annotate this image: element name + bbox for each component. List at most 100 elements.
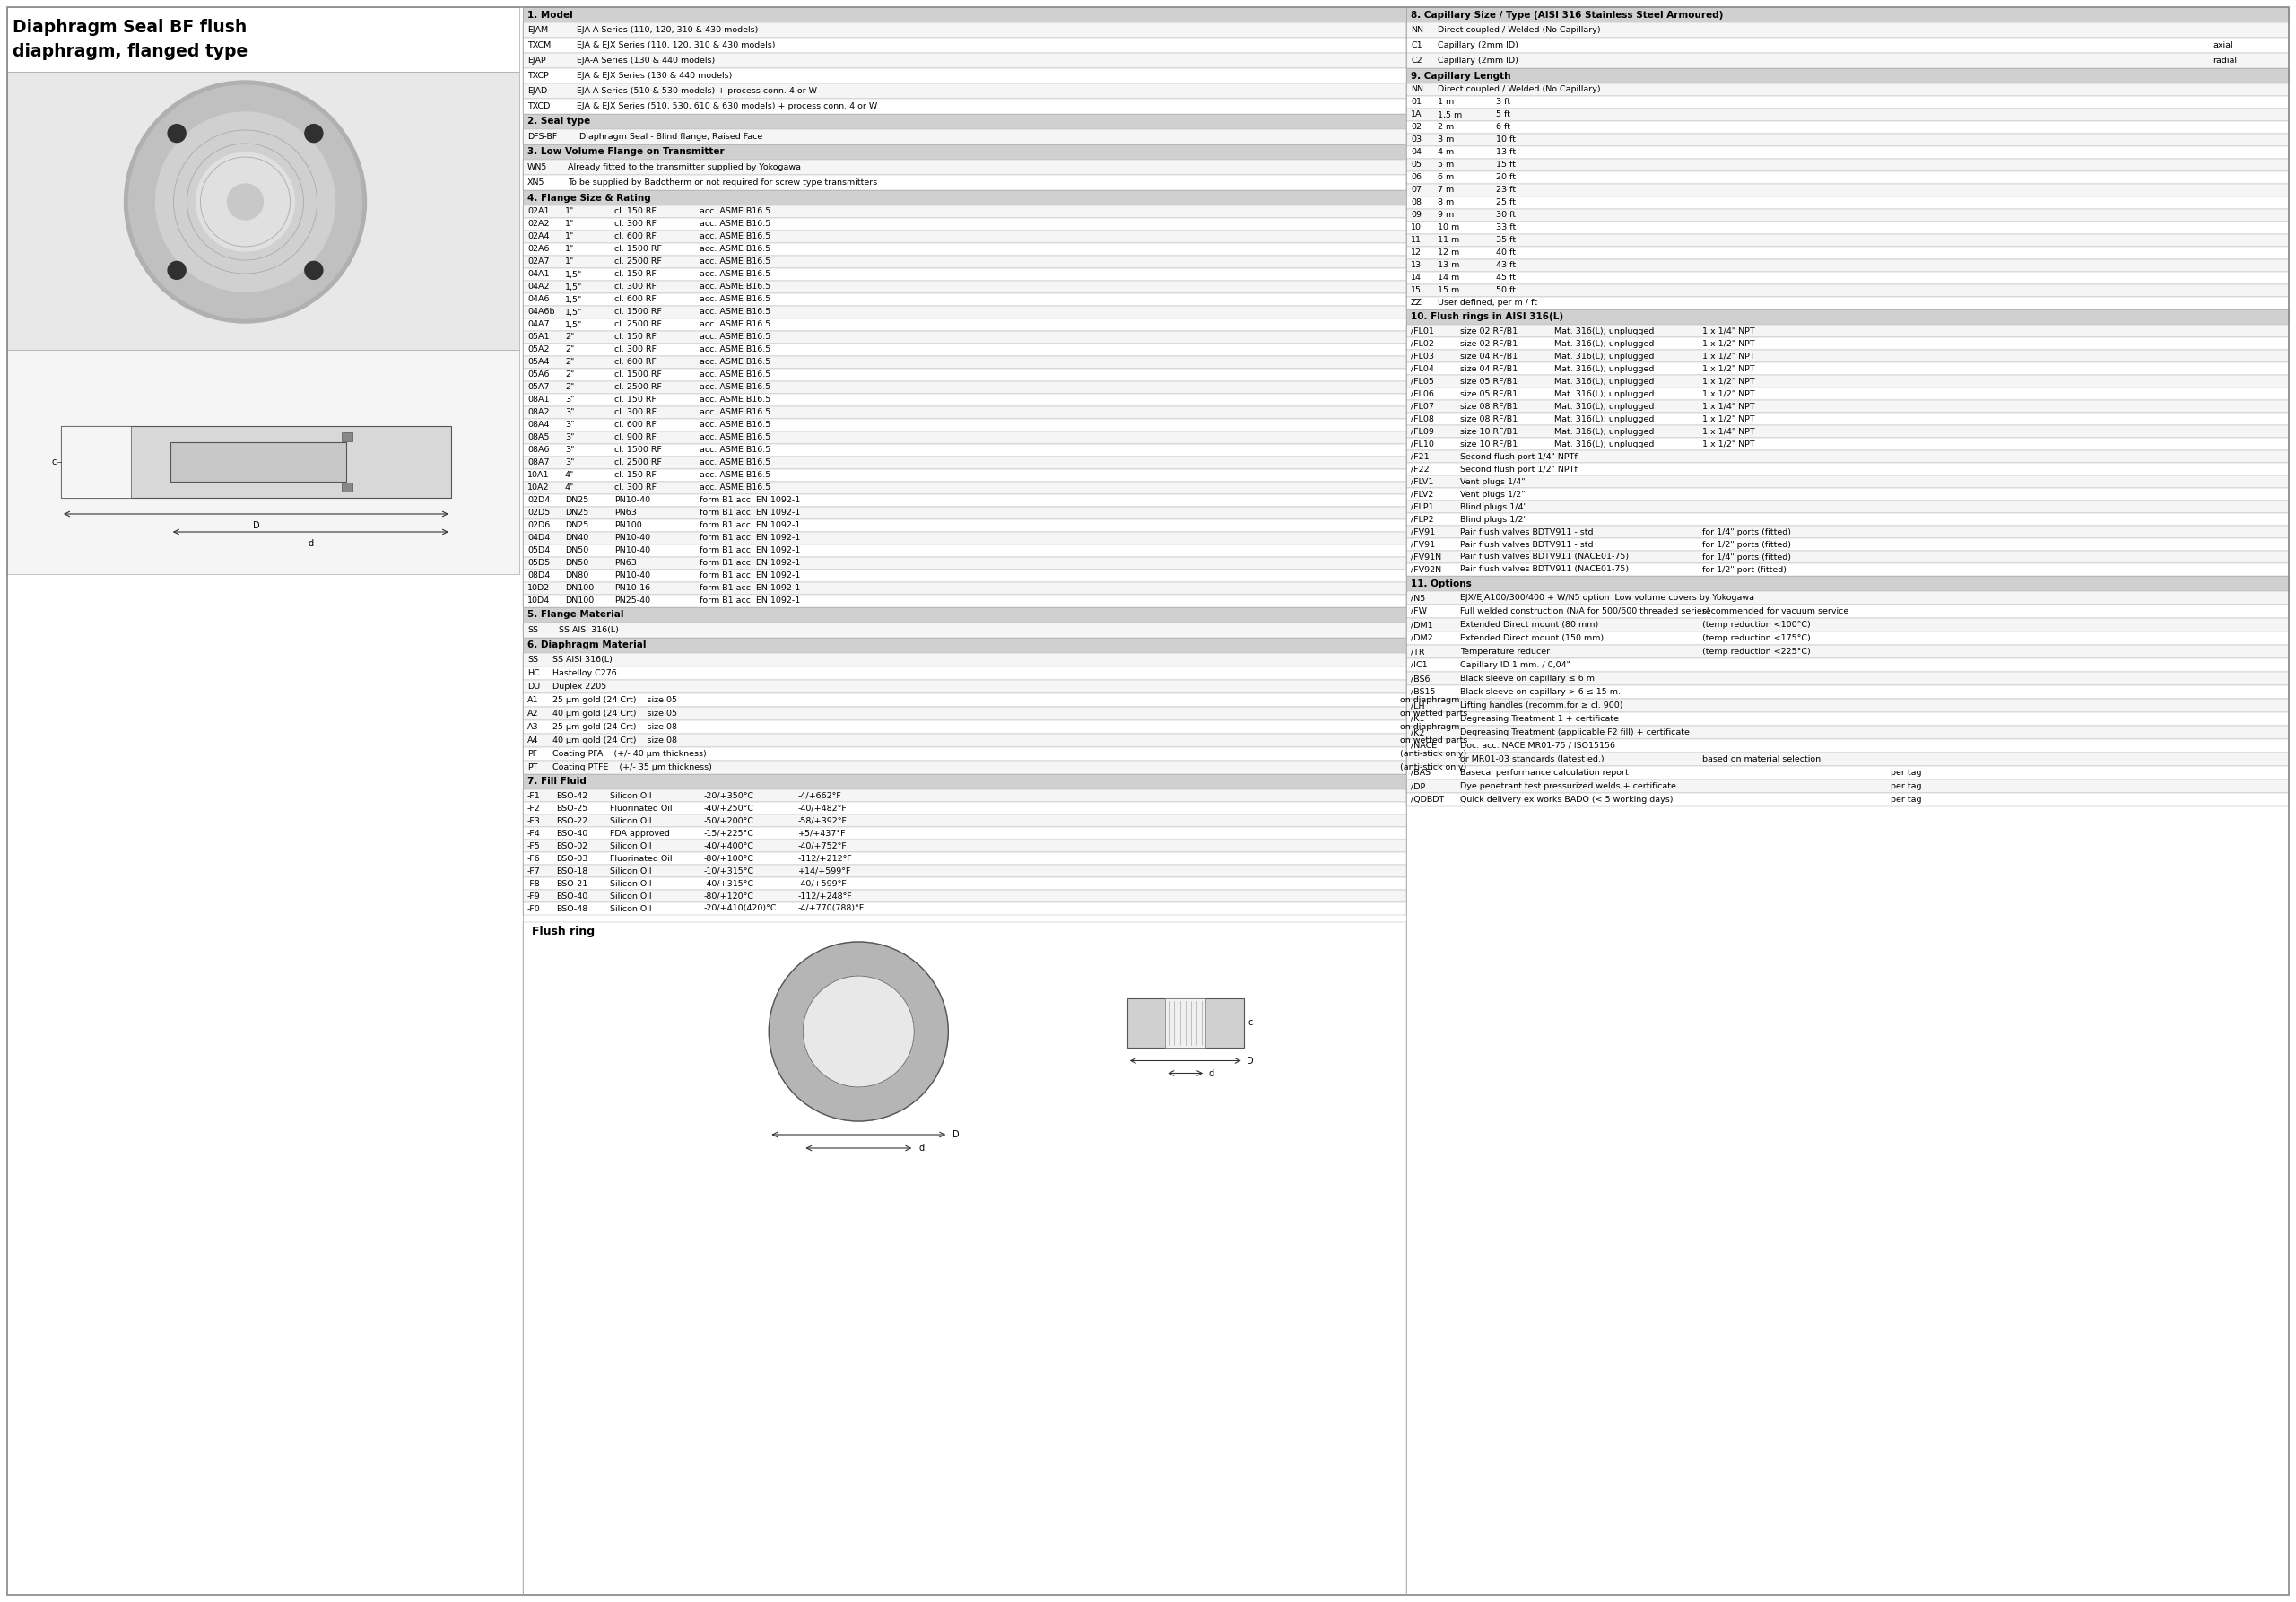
Bar <box>1405 171 2289 184</box>
Text: -15/+225°C: -15/+225°C <box>705 830 755 838</box>
Bar <box>523 814 1405 827</box>
Text: cl. 300 RF: cl. 300 RF <box>615 346 657 354</box>
Bar <box>523 607 1405 623</box>
Text: Temperature reducer: Temperature reducer <box>1460 647 1550 655</box>
Text: Coating PTFE    (+/- 35 μm thickness): Coating PTFE (+/- 35 μm thickness) <box>553 763 712 772</box>
Text: PN63: PN63 <box>615 559 636 567</box>
Bar <box>1405 296 2289 309</box>
Text: A1: A1 <box>528 695 540 705</box>
Bar <box>1405 159 2289 171</box>
Text: 02A2: 02A2 <box>528 219 549 227</box>
Text: 04A6b: 04A6b <box>528 308 556 316</box>
Text: (temp reduction <225°C): (temp reduction <225°C) <box>1701 647 1812 655</box>
Text: cl. 2500 RF: cl. 2500 RF <box>615 320 661 328</box>
Text: 11: 11 <box>1410 237 1421 245</box>
Text: 40 μm gold (24 Crt)    size 08: 40 μm gold (24 Crt) size 08 <box>553 737 677 745</box>
Bar <box>523 582 1405 594</box>
Text: Vent plugs 1/4": Vent plugs 1/4" <box>1460 477 1525 485</box>
Text: 09: 09 <box>1410 211 1421 219</box>
Text: 02A7: 02A7 <box>528 258 549 266</box>
Text: PT: PT <box>528 763 537 772</box>
Text: 2": 2" <box>565 359 574 367</box>
Text: 1,5": 1,5" <box>565 308 583 316</box>
Text: Fluorinated Oil: Fluorinated Oil <box>611 804 673 812</box>
Text: acc. ASME B16.5: acc. ASME B16.5 <box>700 232 771 240</box>
Text: WN5: WN5 <box>528 163 546 171</box>
Bar <box>523 256 1405 268</box>
Text: 12 m: 12 m <box>1437 248 1460 256</box>
Text: Quick delivery ex works BADO (< 5 working days): Quick delivery ex works BADO (< 5 workin… <box>1460 796 1674 804</box>
Text: -20/+410(420)°C: -20/+410(420)°C <box>705 905 776 913</box>
Bar <box>523 130 1405 144</box>
Text: acc. ASME B16.5: acc. ASME B16.5 <box>700 219 771 227</box>
Text: A3: A3 <box>528 723 540 731</box>
Text: 40 ft: 40 ft <box>1497 248 1515 256</box>
Text: -F9: -F9 <box>528 892 540 900</box>
Circle shape <box>769 942 948 1121</box>
Bar <box>523 22 1405 38</box>
Text: 05A4: 05A4 <box>528 359 549 367</box>
Text: 05: 05 <box>1410 162 1421 170</box>
Text: Pair flush valves BDTV911 - std: Pair flush valves BDTV911 - std <box>1460 529 1593 537</box>
Bar <box>1405 133 2289 146</box>
Text: 11. Options: 11. Options <box>1410 578 1472 588</box>
Text: 10D2: 10D2 <box>528 585 551 593</box>
Text: EJAM: EJAM <box>528 26 549 34</box>
Text: /BS15: /BS15 <box>1410 687 1435 695</box>
Text: 1A: 1A <box>1410 111 1421 119</box>
Circle shape <box>129 85 363 319</box>
Text: 1 x 1/2" NPT: 1 x 1/2" NPT <box>1701 340 1754 348</box>
Text: -40/+315°C: -40/+315°C <box>705 879 755 888</box>
Text: 1 x 1/4" NPT: 1 x 1/4" NPT <box>1701 402 1754 410</box>
Text: acc. ASME B16.5: acc. ASME B16.5 <box>700 471 771 479</box>
Bar <box>523 244 1405 256</box>
Text: size 04 RF/B1: size 04 RF/B1 <box>1460 352 1518 360</box>
Text: TXCD: TXCD <box>528 103 551 111</box>
Text: 04: 04 <box>1410 149 1421 157</box>
Bar <box>1405 500 2289 513</box>
Text: PN10-40: PN10-40 <box>615 572 650 580</box>
Bar <box>1405 413 2289 425</box>
Text: /DM2: /DM2 <box>1410 634 1433 642</box>
Text: /FL03: /FL03 <box>1410 352 1435 360</box>
Text: 15 m: 15 m <box>1437 287 1460 295</box>
Text: User defined, per m / ft: User defined, per m / ft <box>1437 300 1538 308</box>
Bar <box>1405 208 2289 221</box>
Text: Dye penetrant test pressurized welds + certificate: Dye penetrant test pressurized welds + c… <box>1460 782 1676 790</box>
Bar <box>1405 604 2289 618</box>
Text: 06: 06 <box>1410 173 1421 181</box>
Text: Blind plugs 1/4": Blind plugs 1/4" <box>1460 503 1527 511</box>
Text: DN40: DN40 <box>565 533 588 541</box>
Text: cl. 150 RF: cl. 150 RF <box>615 333 657 341</box>
Bar <box>1405 338 2289 349</box>
Text: -40/+599°F: -40/+599°F <box>799 879 847 888</box>
Text: 08A6: 08A6 <box>528 447 549 455</box>
Text: 02A6: 02A6 <box>528 245 549 253</box>
Text: EJAP: EJAP <box>528 56 546 64</box>
Text: size 10 RF/B1: size 10 RF/B1 <box>1460 441 1518 449</box>
Bar <box>523 160 1405 175</box>
Text: EJA & EJX Series (110, 120, 310 & 430 models): EJA & EJX Series (110, 120, 310 & 430 mo… <box>576 42 776 50</box>
Bar <box>1405 739 2289 753</box>
Text: cl. 2500 RF: cl. 2500 RF <box>615 458 661 466</box>
Text: cl. 2500 RF: cl. 2500 RF <box>615 383 661 391</box>
Text: 8 m: 8 m <box>1437 199 1453 207</box>
Bar <box>1405 780 2289 793</box>
Text: C2: C2 <box>1410 56 1421 64</box>
Bar <box>523 519 1405 532</box>
Text: 43 ft: 43 ft <box>1497 261 1515 269</box>
Bar <box>1405 234 2289 247</box>
Text: 04A1: 04A1 <box>528 271 549 279</box>
Text: 4": 4" <box>565 471 574 479</box>
Bar <box>523 175 1405 191</box>
Bar <box>523 721 1405 734</box>
Text: 08A5: 08A5 <box>528 434 549 442</box>
Text: Capillary (2mm ID): Capillary (2mm ID) <box>1437 56 1518 64</box>
Text: size 08 RF/B1: size 08 RF/B1 <box>1460 402 1518 410</box>
Text: -F6: -F6 <box>528 854 540 862</box>
Text: BSO-40: BSO-40 <box>556 892 588 900</box>
Text: -40/+400°C: -40/+400°C <box>705 841 755 851</box>
Text: 08A4: 08A4 <box>528 421 549 429</box>
Bar <box>523 638 1405 654</box>
Text: 15 ft: 15 ft <box>1497 162 1515 170</box>
